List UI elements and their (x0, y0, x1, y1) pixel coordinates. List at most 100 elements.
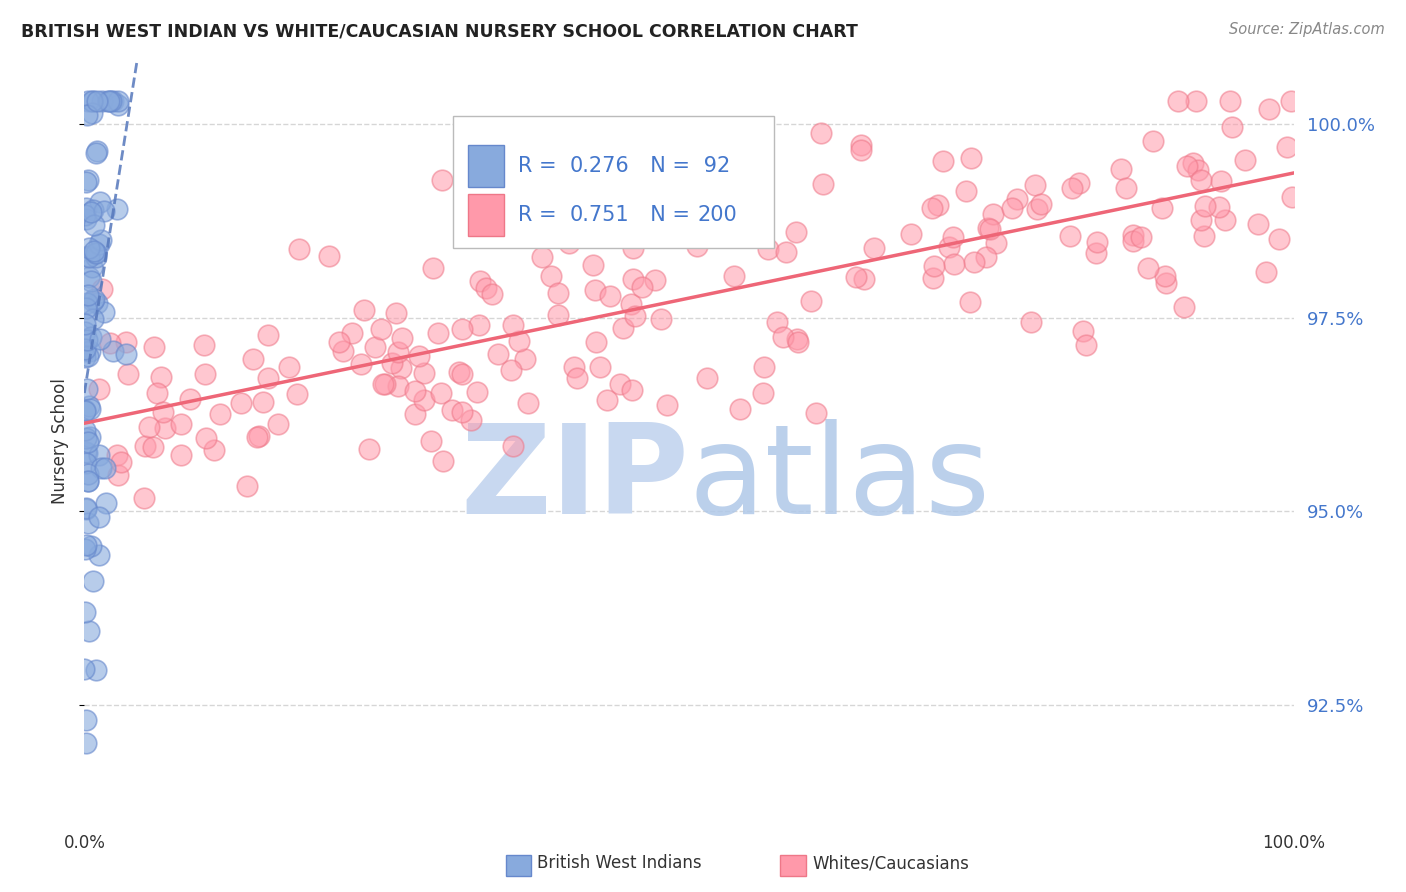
Text: N =: N = (637, 156, 696, 176)
Point (502, 318, 524, 332)
Point (451, 405, 474, 419)
Point (963, 255, 986, 269)
Point (1122, 227, 1144, 242)
Point (73, 317, 96, 331)
Point (686, 239, 709, 253)
Point (583, 202, 606, 216)
Point (389, 360, 412, 375)
Point (100, 94, 122, 108)
Point (1194, 229, 1216, 244)
Point (775, 244, 797, 259)
Point (547, 308, 569, 322)
Point (562, 359, 585, 374)
Point (87, 448, 110, 462)
Point (89, 194, 111, 209)
Point (76, 94, 98, 108)
Point (650, 311, 672, 326)
Point (86, 295, 108, 310)
Point (105, 448, 128, 462)
Text: 0.751: 0.751 (569, 205, 628, 225)
Point (758, 242, 780, 256)
Point (786, 332, 808, 346)
Point (1275, 140, 1298, 154)
Point (107, 98, 129, 112)
Point (1187, 162, 1209, 177)
Point (73, 343, 96, 357)
Point (84, 245, 107, 260)
Point (787, 335, 810, 350)
Point (77, 251, 100, 265)
Point (1189, 173, 1212, 187)
Point (1024, 178, 1046, 192)
Point (103, 94, 125, 108)
Point (150, 370, 173, 384)
Point (82, 202, 104, 217)
Point (432, 173, 454, 187)
Point (413, 366, 436, 380)
Text: R =: R = (519, 205, 564, 225)
Point (1281, 94, 1303, 108)
Point (76, 446, 98, 460)
Point (621, 271, 644, 285)
Point (73, 403, 96, 417)
Point (644, 273, 666, 287)
Point (73, 351, 96, 365)
Point (960, 151, 983, 165)
Point (77, 349, 100, 363)
Point (621, 241, 644, 255)
Point (328, 334, 350, 349)
Point (931, 154, 953, 169)
Point (138, 419, 160, 434)
Point (863, 241, 886, 255)
Point (942, 229, 965, 244)
Point (94, 496, 117, 510)
Point (585, 334, 607, 349)
Point (984, 235, 1007, 250)
Point (752, 360, 775, 375)
Point (1219, 94, 1241, 108)
Point (974, 250, 997, 264)
Point (77, 434, 100, 449)
Text: N =: N = (637, 205, 696, 225)
Point (86, 94, 108, 108)
Point (655, 398, 678, 412)
Point (80, 329, 103, 343)
Point (79, 344, 101, 359)
Point (84, 250, 107, 264)
Point (565, 371, 588, 385)
Point (77, 269, 100, 284)
Point (73, 404, 96, 418)
Point (117, 367, 139, 381)
Point (267, 417, 290, 431)
Point (927, 197, 949, 211)
Point (785, 225, 807, 239)
Point (465, 385, 488, 400)
Point (229, 396, 252, 410)
Point (209, 408, 232, 422)
Point (76, 516, 98, 530)
Point (727, 211, 749, 226)
Point (75, 537, 97, 551)
Point (75, 431, 97, 445)
Point (427, 326, 450, 340)
Point (508, 334, 530, 348)
Point (246, 430, 269, 444)
Point (772, 330, 794, 344)
Point (1184, 94, 1206, 108)
Point (1175, 160, 1198, 174)
Point (75, 201, 97, 215)
Point (420, 434, 443, 448)
Bar (468, 145, 503, 186)
Point (547, 285, 569, 300)
Point (599, 289, 621, 303)
Point (77, 467, 100, 482)
Point (1071, 324, 1094, 338)
Point (83, 245, 105, 260)
Point (1154, 276, 1177, 290)
Point (385, 306, 408, 320)
Point (1194, 199, 1216, 213)
Text: Source: ZipAtlas.com: Source: ZipAtlas.com (1229, 22, 1385, 37)
Point (728, 401, 751, 416)
Point (75, 713, 97, 727)
Point (800, 293, 823, 308)
